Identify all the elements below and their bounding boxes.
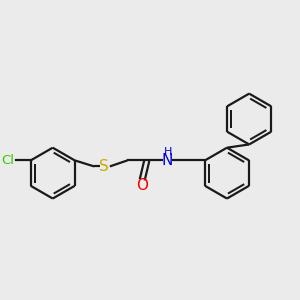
Text: Cl: Cl	[1, 154, 14, 167]
Text: S: S	[99, 159, 109, 174]
Text: N: N	[162, 153, 173, 168]
Text: H: H	[164, 147, 172, 157]
Text: O: O	[136, 178, 148, 193]
